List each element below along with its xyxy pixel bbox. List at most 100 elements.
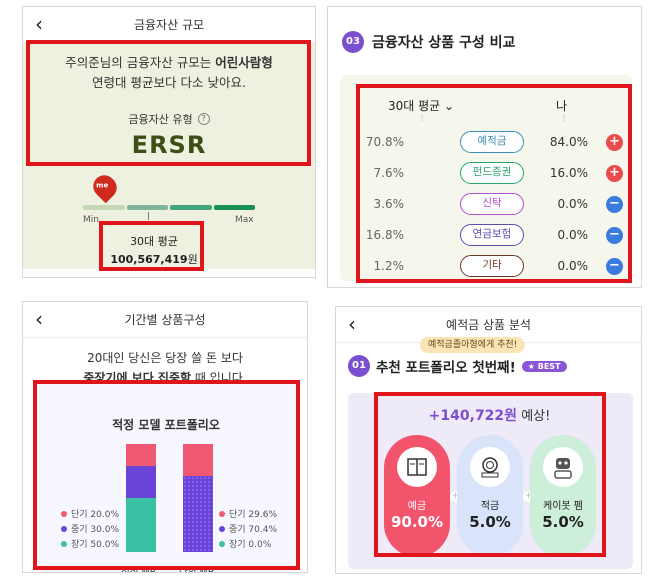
- minus-circle-icon[interactable]: −: [606, 257, 623, 275]
- x-tick-label: 나의 MP: [179, 567, 214, 573]
- plus-circle-icon[interactable]: +: [606, 133, 623, 151]
- intro-line: 때 입니다.: [191, 371, 247, 385]
- average-unit: 원: [187, 253, 198, 266]
- portfolio-item-savings[interactable]: 적금 5.0%: [457, 435, 523, 557]
- section-title-row: 01 추천 포트폴리오 첫번째! ★ BEST: [348, 355, 567, 377]
- period-composition-panel: ‹ 기간별 상품구성 20대인 당신은 당장 쓸 돈 보다 중장기에 보다 집중…: [22, 301, 308, 573]
- item-name: 적금: [480, 501, 500, 512]
- legend-recommended: 단기 20.0% 중기 30.0% 장기 50.0%: [61, 508, 119, 553]
- portfolio-item-kbot[interactable]: 케이봇 펨 5.0%: [530, 435, 596, 557]
- message-highlight: 어린사람형: [215, 55, 273, 70]
- plus-circle-icon[interactable]: +: [606, 164, 623, 182]
- stack-segment: [126, 465, 156, 498]
- product-pill[interactable]: 연금보험: [460, 224, 524, 246]
- section-title: 금융자산 상품 구성 비교: [372, 35, 516, 51]
- max-label: Max: [235, 215, 254, 225]
- my-percent: 0.0%: [557, 228, 589, 242]
- plus-icon: +: [523, 491, 534, 502]
- average-info: 30대 평균 100,567,419원: [109, 233, 199, 269]
- average-percent: 7.6%: [373, 166, 405, 180]
- average-value: 100,567,419: [110, 253, 188, 266]
- comparison-row: 3.6% 신탁 0.0% −: [348, 190, 628, 218]
- deposit-analysis-panel: ‹ 예적금 상품 분석 예적금졸아형에게 추천! 01 추천 포트폴리오 첫번째…: [335, 306, 642, 574]
- legend-entry: 장기 50.0%: [61, 538, 119, 553]
- coin-icon: [470, 447, 510, 487]
- recommend-tip: 예적금졸아형에게 추천!: [420, 337, 526, 353]
- stack-bar-mine: [183, 444, 213, 552]
- header-bar: ‹ 금융자산 규모: [23, 7, 315, 43]
- average-percent: 70.8%: [365, 135, 404, 149]
- help-icon[interactable]: ?: [197, 113, 210, 125]
- legend-entry: 장기 0.0%: [219, 538, 277, 553]
- section-number-badge: 03: [342, 31, 364, 53]
- item-name: 예금: [407, 501, 427, 512]
- stack-segment: [126, 444, 156, 466]
- age-group-dropdown[interactable]: 30대 평균 ⌄: [388, 97, 454, 114]
- message-text: 주의준님의 금융자산 규모는: [65, 55, 216, 70]
- comparison-row: 7.6% 펀드증권 16.0% +: [348, 159, 628, 187]
- legend-text: 중기 30.0%: [71, 525, 120, 535]
- product-pill[interactable]: 신탁: [460, 193, 524, 215]
- message-text: 연령대 평균보다 다소 낮아요.: [92, 75, 246, 90]
- section-title-row: 03 금융자산 상품 구성 비교: [328, 7, 641, 53]
- asset-message: 주의준님의 금융자산 규모는 어린사람형 연령대 평균보다 다소 낮아요.: [23, 53, 315, 93]
- portfolio-item-deposit[interactable]: 예금 90.0%: [384, 435, 450, 557]
- section-number-badge: 01: [348, 355, 370, 377]
- asset-scale-panel: ‹ 금융자산 규모 주의준님의 금융자산 규모는 어린사람형 연령대 평균보다 …: [22, 6, 316, 278]
- average-percent: 1.2%: [373, 259, 405, 273]
- legend-text: 단기 20.0%: [71, 510, 120, 520]
- best-badge: ★ BEST: [521, 360, 567, 372]
- my-percent: 84.0%: [549, 135, 588, 149]
- stack-bar-recommended: [126, 444, 156, 552]
- intro-text: 20대인 당신은 당장 쓸 돈 보다 중장기에 보다 집중할 때 입니다.: [23, 348, 307, 388]
- legend-dot: [61, 526, 67, 532]
- average-percent: 3.6%: [373, 197, 405, 211]
- comparison-row: 70.8% 예적금 84.0% +: [348, 128, 628, 156]
- my-percent: 0.0%: [557, 259, 589, 273]
- age-group-label: 30대 평균: [388, 99, 441, 113]
- back-icon[interactable]: ‹: [35, 307, 43, 331]
- scale-segment: [83, 205, 125, 210]
- chevron-down-icon: ⌄: [444, 99, 455, 113]
- comparison-row: 16.8% 연금보험 0.0% −: [348, 221, 628, 249]
- bankbook-icon: [397, 447, 437, 487]
- type-label: 금융자산 유형: [128, 113, 193, 126]
- type-label-row: 금융자산 유형 ?: [23, 111, 315, 127]
- divider: [23, 269, 315, 277]
- legend-text: 장기 0.0%: [229, 540, 272, 550]
- legend-entry: 중기 30.0%: [61, 523, 119, 538]
- plus-icon: +: [450, 491, 461, 502]
- section-title: 추천 포트폴리오 첫번째!: [376, 360, 516, 376]
- chart-box: [37, 384, 297, 572]
- type-value: ERSR: [131, 131, 207, 159]
- legend-text: 단기 29.6%: [229, 510, 278, 520]
- separator-dots: ⋮: [560, 113, 568, 122]
- my-percent: 0.0%: [557, 197, 589, 211]
- expected-amount: +140,722원: [428, 408, 518, 424]
- back-icon[interactable]: ‹: [35, 12, 43, 36]
- comparison-row: 1.2% 기타 0.0% −: [348, 252, 628, 280]
- average-percent: 16.8%: [365, 228, 404, 242]
- minus-circle-icon[interactable]: −: [606, 226, 623, 244]
- item-name: 케이봇 펨: [543, 501, 583, 512]
- legend-entry: 중기 70.4%: [219, 523, 277, 538]
- item-percent: 90.0%: [390, 513, 444, 531]
- legend-text: 장기 50.0%: [71, 540, 120, 550]
- back-icon[interactable]: ‹: [348, 312, 356, 336]
- item-percent: 5.0%: [469, 513, 511, 531]
- intro-line: 20대인 당신은 당장 쓸 돈 보다: [87, 351, 243, 365]
- header-bar: ‹ 기간별 상품구성: [23, 302, 307, 338]
- min-label: Min: [83, 215, 99, 225]
- product-pill[interactable]: 기타: [460, 255, 524, 277]
- product-pill[interactable]: 예적금: [460, 131, 524, 153]
- scale-segment: [213, 205, 255, 210]
- intro-highlight: 중장기에 보다 집중할: [83, 371, 192, 385]
- my-percent: 16.0%: [549, 166, 588, 180]
- product-pill[interactable]: 펀드증권: [460, 162, 524, 184]
- minus-circle-icon[interactable]: −: [606, 195, 623, 213]
- pin-label: me: [96, 181, 109, 190]
- legend-text: 중기 70.4%: [229, 525, 278, 535]
- header-title: 기간별 상품구성: [124, 313, 206, 327]
- robot-icon: [543, 447, 583, 487]
- scale-segment: [170, 205, 212, 210]
